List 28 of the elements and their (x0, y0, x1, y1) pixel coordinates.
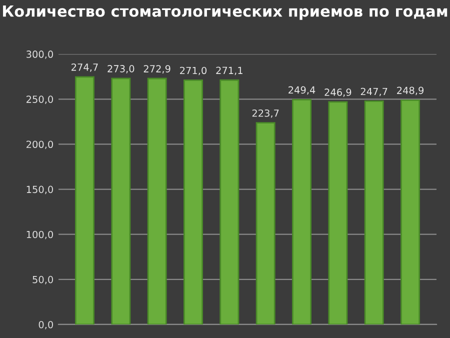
bar (111, 78, 131, 324)
data-label: 272,9 (144, 65, 170, 74)
y-tick-label: 100,0 (26, 230, 53, 240)
data-label: 274,7 (72, 63, 98, 72)
data-label: 248,9 (397, 86, 424, 96)
bar (220, 79, 240, 324)
y-tick-label: 300,0 (26, 50, 53, 59)
bar (184, 80, 203, 324)
bar (400, 99, 420, 324)
bar (74, 76, 94, 324)
bar (328, 101, 348, 324)
y-tick-label: 0,0 (38, 320, 53, 330)
y-tick-label: 250,0 (26, 96, 53, 104)
data-label: 271,0 (180, 66, 207, 76)
data-label: 247,7 (360, 88, 388, 96)
bar (292, 98, 312, 324)
y-tick-label: 200,0 (26, 140, 53, 150)
bar (256, 122, 276, 324)
data-label: 223,7 (252, 109, 279, 118)
y-tick-label: 50,0 (32, 276, 53, 284)
data-label: 273,0 (108, 65, 134, 74)
y-tick-label: 150,0 (26, 186, 53, 194)
chart-title: Количество стоматологических приемов по годам (3, 6, 448, 20)
bar (364, 100, 384, 324)
bar (147, 78, 167, 324)
data-label: 249,4 (288, 86, 316, 95)
data-label: 246,9 (324, 88, 352, 97)
data-label: 271,1 (216, 66, 242, 76)
